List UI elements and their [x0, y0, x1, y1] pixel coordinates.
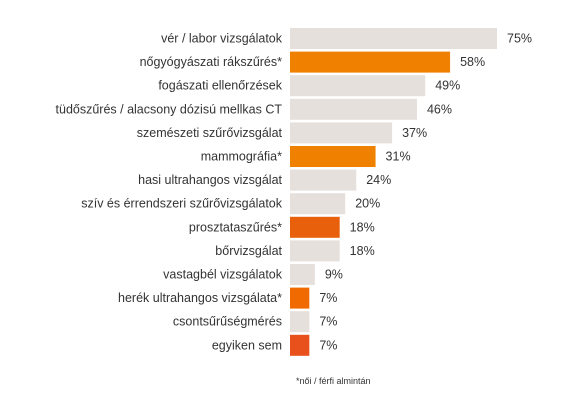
value-label-8: 18% — [350, 220, 375, 234]
category-label-0: vér / labor vizsgálatok — [161, 32, 283, 46]
category-label-4: szemészeti szűrővizsgálat — [137, 126, 283, 140]
category-label-9: bőrvizsgálat — [215, 244, 282, 258]
bar-0 — [290, 28, 497, 49]
category-label-7: szív és érrendszeri szűrővizsgálatok — [81, 197, 283, 211]
value-label-2: 49% — [435, 79, 460, 93]
value-label-12: 7% — [319, 315, 337, 329]
value-label-0: 75% — [507, 32, 532, 46]
bars-group — [290, 28, 497, 356]
category-label-10: vastagbél vizsgálatok — [163, 268, 283, 282]
value-label-10: 9% — [325, 268, 343, 282]
bar-12 — [290, 311, 310, 333]
bar-10 — [290, 264, 315, 285]
category-label-1: nőgyógyászati rákszűrés* — [140, 55, 283, 69]
category-label-6: hasi ultrahangos vizsgálat — [138, 173, 282, 187]
value-label-7: 20% — [355, 197, 380, 211]
value-label-11: 7% — [319, 291, 337, 305]
bar-11 — [290, 287, 310, 309]
bar-1 — [290, 51, 451, 73]
bar-7 — [290, 193, 346, 215]
bar-9 — [290, 240, 340, 262]
value-label-4: 37% — [402, 126, 427, 140]
bar-2 — [290, 75, 426, 97]
category-label-3: tüdőszűrés / alacsony dózisú mellkas CT — [56, 102, 283, 116]
value-label-9: 18% — [350, 244, 375, 258]
value-label-3: 46% — [427, 102, 452, 116]
category-label-11: herék ultrahangos vizsgálata* — [118, 291, 282, 305]
bar-3 — [290, 98, 417, 120]
category-label-13: egyiken sem — [212, 338, 282, 352]
category-label-5: mammográfia* — [201, 150, 282, 164]
footnote: *női / férfi almintán — [296, 376, 371, 386]
category-label-12: csontsűrűségmérés — [173, 315, 282, 329]
value-label-1: 58% — [460, 55, 485, 69]
value-labels-group: 75% 58%49% 46%37% 31% 24% 20% 18% 18% 9% 7% 7% 7% — [319, 32, 532, 353]
bar-8 — [290, 216, 340, 238]
bar-6 — [290, 169, 357, 191]
bar-13 — [290, 334, 310, 356]
bar-5 — [290, 146, 376, 167]
value-label-6: 24% — [366, 173, 391, 187]
value-label-5: 31% — [386, 150, 411, 164]
category-label-2: fogászati ellenőrzések — [158, 79, 282, 93]
value-label-13: 7% — [319, 338, 337, 352]
category-labels-group: vér / labor vizsgálatok nőgyógyászati rák… — [56, 32, 283, 353]
bar-4 — [290, 122, 393, 144]
category-label-8: prosztataszűrés* — [189, 220, 282, 234]
